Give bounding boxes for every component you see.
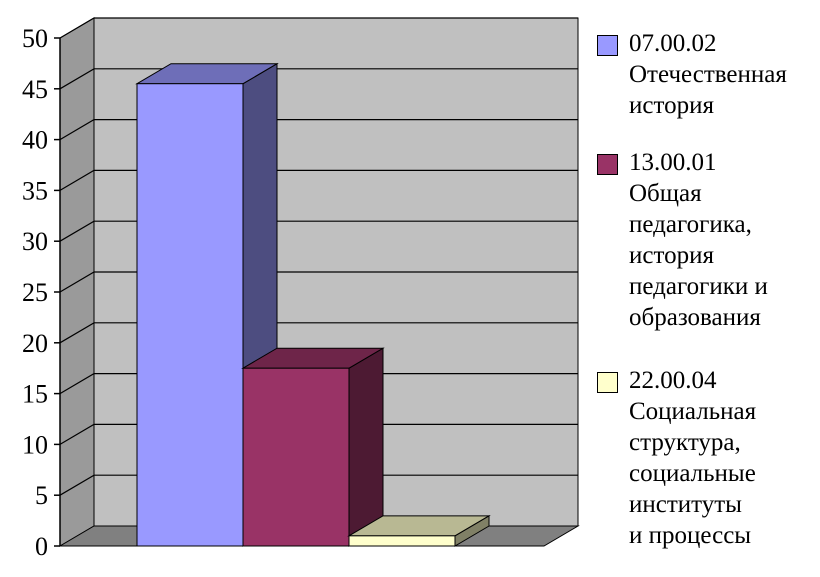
y-tick-label-45: 45 (22, 75, 48, 104)
legend-label-1-line-2: Отечественная (629, 61, 787, 88)
bar-2-front (242, 367, 350, 547)
legend-item-2: 13.00.01 Общая педагогика, история педаг… (595, 147, 820, 333)
gridline-40 (59, 118, 578, 141)
legend-label-2-line-4: история (629, 242, 714, 269)
y-tick-label-15: 15 (22, 380, 48, 409)
y-tick-label-35: 35 (22, 176, 48, 205)
bar-1-front (136, 83, 244, 547)
legend-item-3: 22.00.04 Социальная структура, социальны… (595, 365, 820, 551)
legend-label-1-line-1: 07.00.02 (629, 30, 717, 57)
legend-label-3-line-2: Социальная (629, 398, 757, 425)
y-tick-label-40: 40 (22, 126, 48, 155)
legend-label-2-line-1: 13.00.01 (629, 149, 717, 176)
legend: 07.00.02 Отечественная история 13.00.01 … (595, 28, 820, 577)
legend-label-3-line-1: 22.00.04 (629, 367, 717, 394)
gridline-30 (59, 220, 578, 242)
gridlines (59, 17, 578, 496)
y-tick-label-10: 10 (22, 430, 48, 459)
gridline-15 (59, 373, 578, 395)
y-tick-labels: 0 5 10 15 20 25 30 35 40 45 50 (22, 24, 48, 560)
y-tick-label-30: 30 (22, 227, 48, 256)
bar-3-front (348, 535, 456, 547)
legend-label-3-line-6: и процессы (629, 522, 752, 549)
y-tick-label-50: 50 (22, 24, 48, 53)
gridline-50 (59, 17, 578, 39)
legend-swatch-1 (597, 35, 618, 56)
legend-swatch-3 (597, 372, 618, 393)
legend-label-3-line-5: институты (629, 491, 742, 518)
legend-label-2-line-3: педагогика, (629, 211, 752, 238)
bar-2 (241, 347, 385, 547)
legend-label-2-line-5: педагогики и (629, 273, 768, 300)
legend-label-2-line-2: Общая (629, 180, 702, 207)
legend-label-1-line-3: история (629, 92, 714, 119)
y-tick-label-5: 5 (35, 481, 48, 510)
y-tick-label-25: 25 (22, 278, 48, 307)
gridline-5 (59, 474, 578, 496)
chart-plot: 0 5 10 15 20 25 30 35 40 45 50 (22, 17, 580, 560)
gridline-35 (59, 169, 578, 191)
bar-3 (347, 514, 491, 547)
y-tick-label-20: 20 (22, 329, 48, 358)
legend-label-3-line-4: социальные (629, 460, 756, 487)
gridline-10 (59, 423, 578, 445)
legend-swatch-2 (597, 154, 618, 175)
gridline-25 (59, 271, 578, 293)
gridline-45 (59, 68, 578, 90)
legend-item-1: 07.00.02 Отечественная история (595, 28, 820, 121)
gridline-20 (59, 322, 578, 344)
bar-2-side (348, 347, 384, 547)
y-axis (54, 37, 61, 547)
legend-label-2-line-6: образования (629, 304, 761, 331)
legend-label-3-line-3: структура, (629, 429, 741, 456)
bars (135, 62, 491, 547)
y-tick-label-0: 0 (35, 532, 48, 560)
